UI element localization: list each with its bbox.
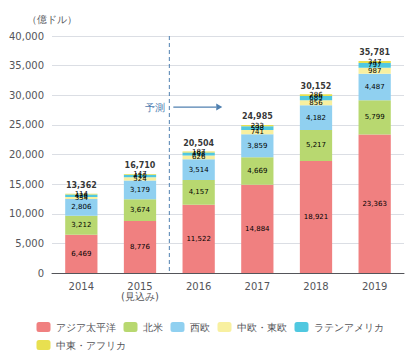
svg-text:2017: 2017 (245, 281, 270, 292)
svg-text:2015: 2015 (127, 280, 153, 292)
svg-text:286: 286 (309, 91, 323, 99)
svg-text:10,000: 10,000 (9, 208, 44, 219)
svg-text:18,921: 18,921 (304, 213, 329, 221)
svg-text:20,504: 20,504 (183, 139, 214, 148)
svg-text:2014: 2014 (69, 281, 94, 292)
svg-text:25,000: 25,000 (9, 119, 44, 130)
svg-text:2,806: 2,806 (71, 203, 92, 211)
svg-text:20,000: 20,000 (9, 149, 44, 160)
svg-text:3,514: 3,514 (189, 166, 210, 174)
svg-text:8,776: 8,776 (130, 243, 151, 251)
svg-text:14,884: 14,884 (245, 225, 270, 233)
svg-text:11,522: 11,522 (186, 235, 211, 243)
svg-text:5,799: 5,799 (365, 113, 385, 121)
svg-text:5,217: 5,217 (306, 141, 326, 149)
svg-text:233: 233 (251, 122, 264, 130)
svg-text:2018: 2018 (303, 281, 328, 292)
svg-text:24,985: 24,985 (242, 112, 273, 121)
svg-text:予測: 予測 (145, 102, 165, 113)
svg-text:347: 347 (368, 58, 381, 66)
svg-text:4,669: 4,669 (247, 167, 267, 175)
svg-text:3,859: 3,859 (247, 142, 267, 150)
svg-text:30,152: 30,152 (301, 82, 332, 91)
svg-text:2016: 2016 (186, 281, 211, 292)
svg-text:187: 187 (192, 148, 205, 156)
svg-text:35,781: 35,781 (359, 48, 390, 57)
svg-text:ラテンアメリカ: ラテンアメリカ (314, 322, 384, 333)
svg-text:13,362: 13,362 (66, 181, 97, 190)
svg-text:4,157: 4,157 (189, 188, 209, 196)
svg-text:40,000: 40,000 (9, 31, 44, 42)
svg-text:2019: 2019 (362, 281, 387, 292)
svg-text:北米: 北米 (143, 322, 163, 333)
svg-text:3,179: 3,179 (130, 186, 150, 194)
svg-text:(見込み): (見込み) (121, 291, 159, 302)
svg-text:16,710: 16,710 (125, 161, 156, 170)
svg-text:中東・アフリカ: 中東・アフリカ (56, 340, 126, 351)
svg-text:0: 0 (38, 268, 44, 279)
svg-text:147: 147 (133, 170, 146, 178)
svg-text:856: 856 (309, 98, 323, 107)
svg-text:（億ドル）: （億ドル） (27, 14, 77, 25)
svg-text:4,182: 4,182 (306, 114, 326, 122)
svg-text:114: 114 (75, 190, 89, 198)
svg-text:30,000: 30,000 (9, 90, 44, 101)
svg-text:中欧・東欧: 中欧・東欧 (237, 322, 287, 333)
svg-text:西欧: 西欧 (190, 322, 210, 333)
svg-text:5,000: 5,000 (15, 238, 44, 249)
svg-text:3,674: 3,674 (130, 206, 151, 214)
svg-text:15,000: 15,000 (9, 179, 44, 190)
svg-text:アジア太平洋: アジア太平洋 (56, 322, 116, 333)
svg-text:35,000: 35,000 (9, 60, 44, 71)
svg-text:4,487: 4,487 (365, 83, 385, 91)
svg-text:987: 987 (368, 66, 382, 75)
svg-text:6,469: 6,469 (71, 250, 91, 258)
svg-text:3,212: 3,212 (71, 221, 91, 229)
svg-text:23,363: 23,363 (362, 200, 387, 208)
